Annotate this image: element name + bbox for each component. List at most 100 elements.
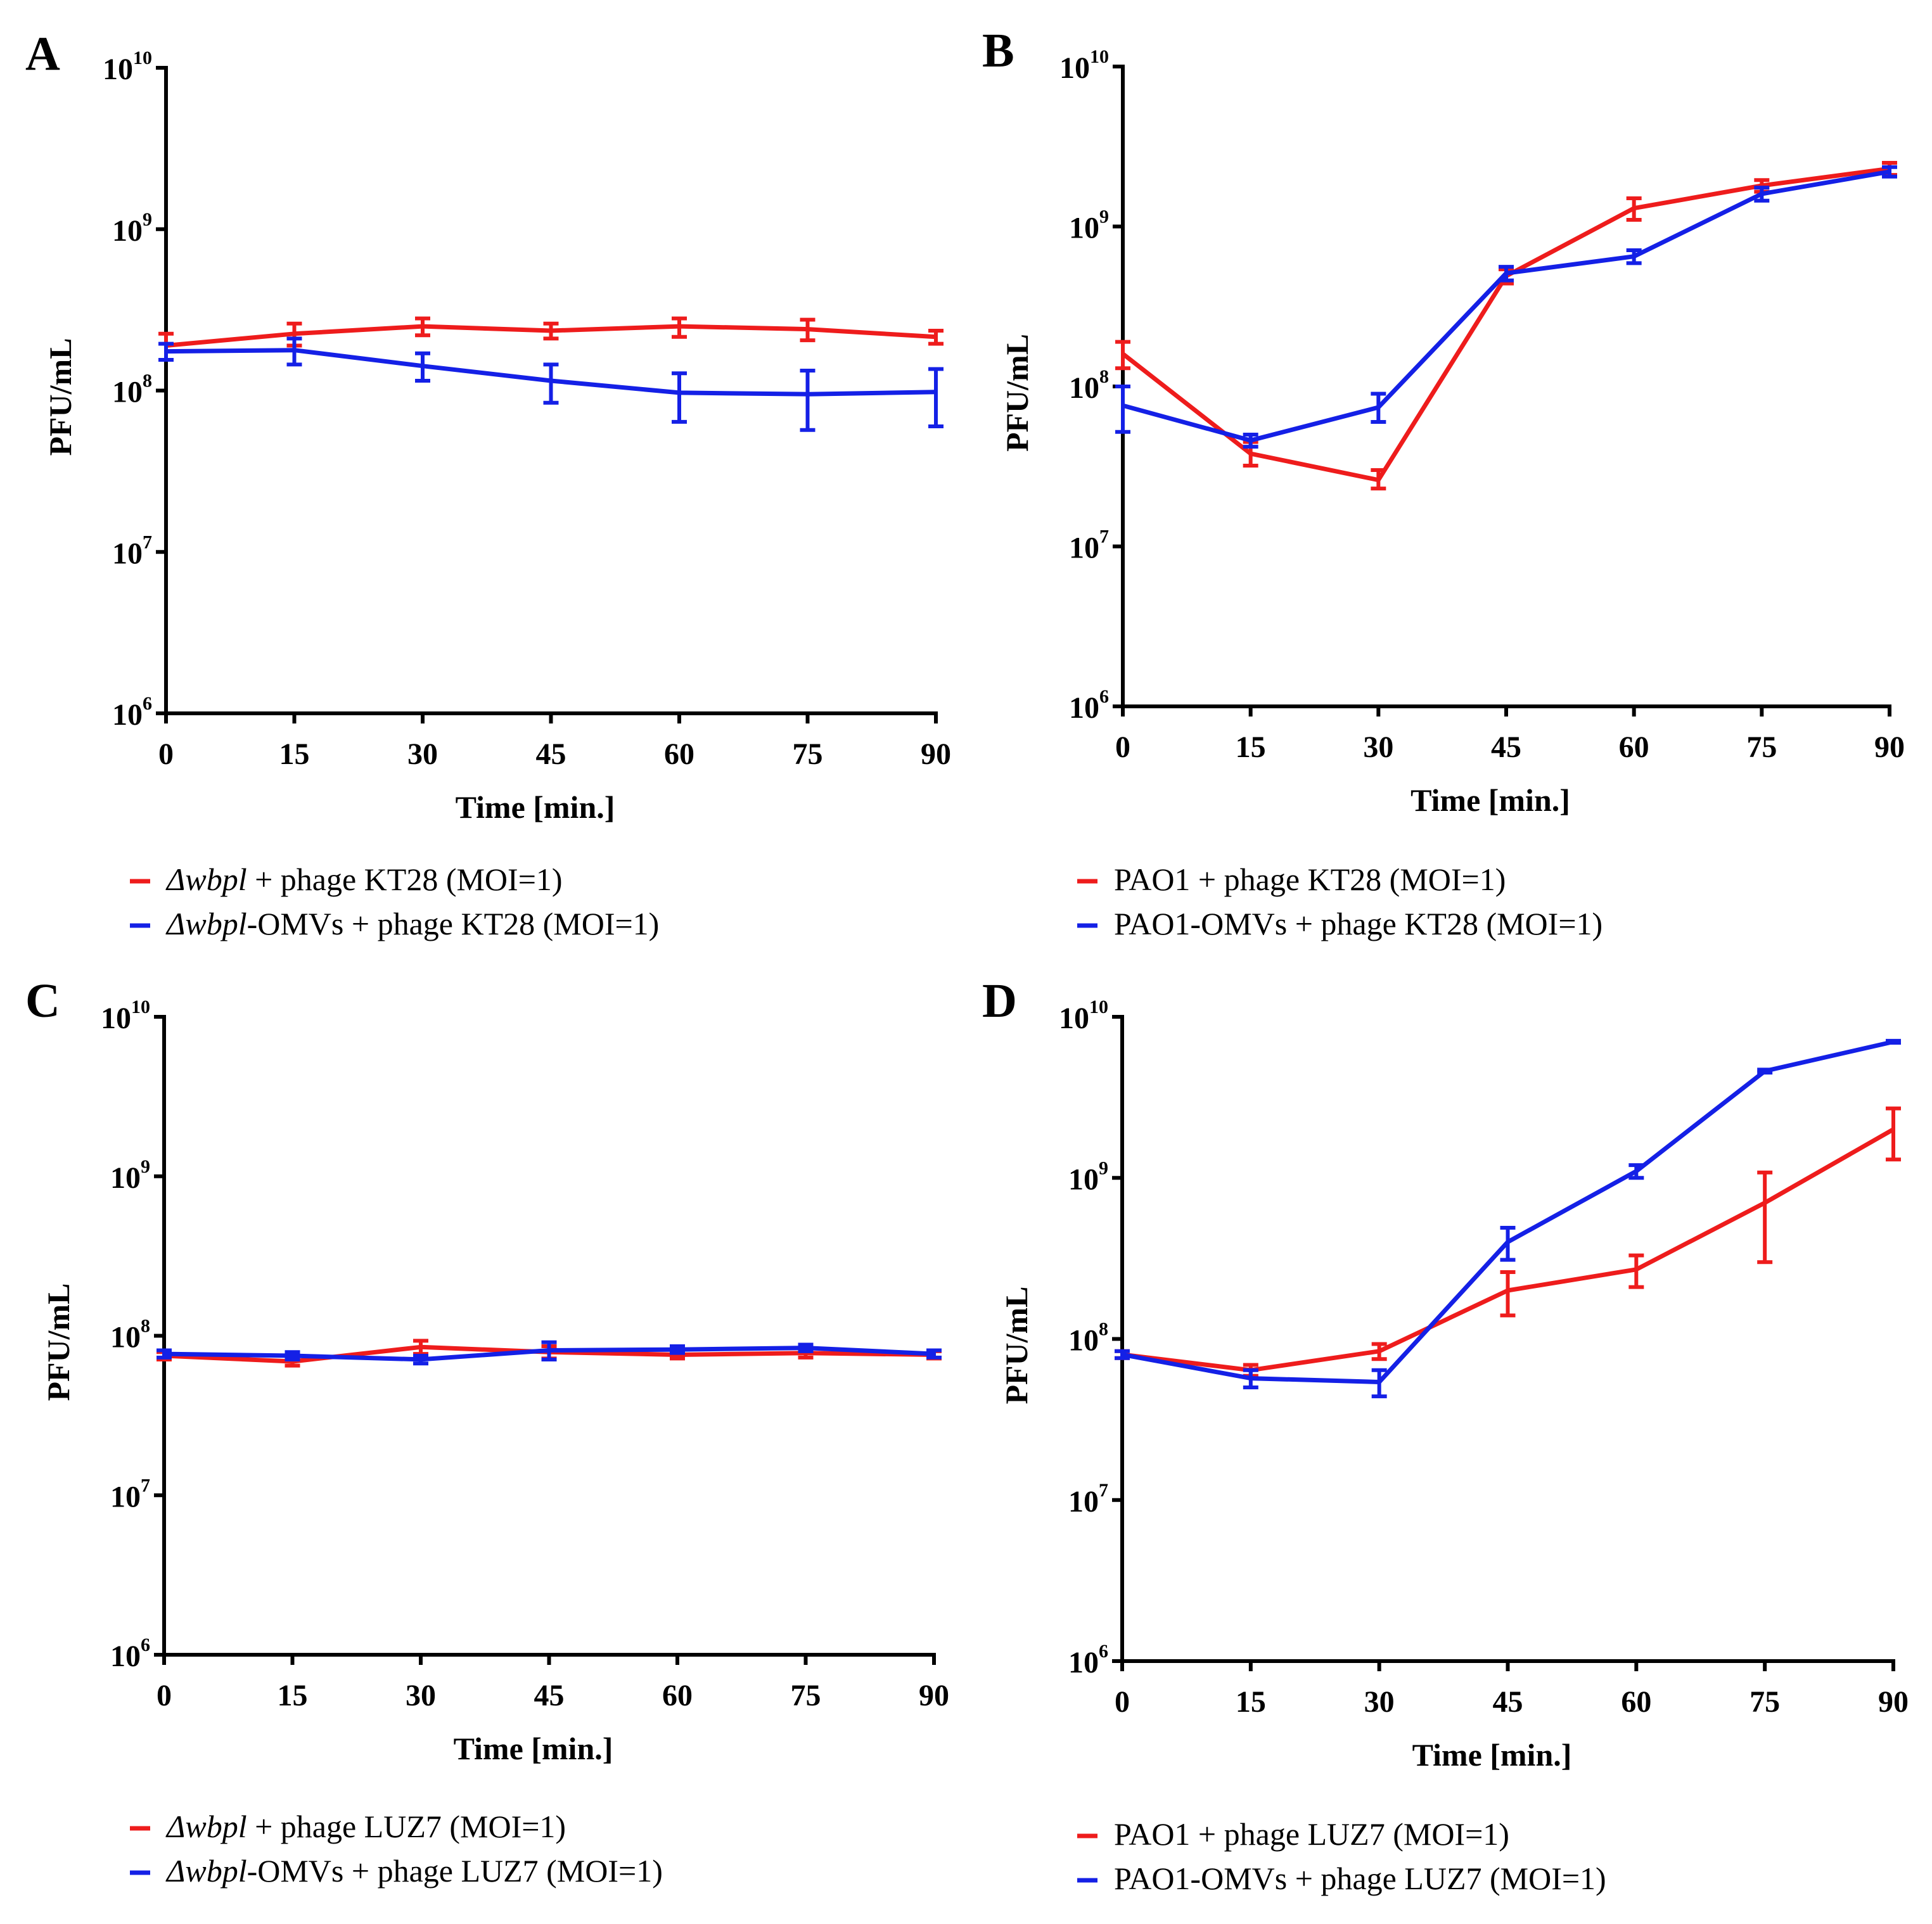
panel-letter: C <box>25 974 60 1028</box>
error-bar <box>670 1344 685 1355</box>
x-tick-label: 90 <box>919 1679 949 1712</box>
data-point <box>934 334 938 339</box>
y-tick-base: 10 <box>110 1480 141 1513</box>
data-point <box>1632 206 1636 210</box>
y-tick-base: 10 <box>103 53 133 86</box>
x-tick-label: 60 <box>1621 1685 1651 1719</box>
series-red <box>1115 161 1897 491</box>
data-point <box>1377 1380 1381 1384</box>
data-point <box>1632 254 1636 258</box>
y-tick-label: 109 <box>1068 1157 1108 1196</box>
y-tick-label: 106 <box>110 1634 150 1673</box>
x-axis-title: Time [min.] <box>1411 782 1570 818</box>
error-bar <box>1371 392 1386 424</box>
y-axis-title: PFU/mL <box>999 334 1035 452</box>
x-tick-label: 75 <box>1746 730 1777 764</box>
data-point <box>1121 404 1125 408</box>
legend-text: PAO1 + phage KT28 (MOI=1) <box>1114 862 1506 897</box>
error-bar <box>800 368 816 432</box>
y-tick-exponent: 9 <box>141 1156 150 1177</box>
y-tick-label: 107 <box>110 1475 150 1513</box>
data-point <box>1248 438 1253 443</box>
y-axis-title: PFU/mL <box>42 338 78 456</box>
y-tick-exponent: 7 <box>141 1475 150 1496</box>
y-tick-label: 108 <box>1068 1319 1108 1358</box>
x-tick-label: 30 <box>1364 1685 1395 1719</box>
error-bar <box>1886 1038 1901 1045</box>
y-tick-base: 10 <box>1059 51 1090 85</box>
error-bar <box>1628 1253 1644 1289</box>
legend-entry: PAO1 + phage KT28 (MOI=1) <box>1077 862 1506 897</box>
data-point <box>1891 1040 1895 1044</box>
x-tick-label: 90 <box>1878 1685 1909 1719</box>
error-bar <box>928 328 944 346</box>
data-point <box>1634 1267 1639 1271</box>
data-point <box>1248 452 1253 456</box>
error-bar <box>413 1353 428 1366</box>
error-bar <box>543 362 559 405</box>
legend-text: PAO1 + phage LUZ7 (MOI=1) <box>1114 1816 1509 1852</box>
y-tick-exponent: 8 <box>141 1316 150 1337</box>
data-point <box>421 364 425 368</box>
data-point <box>290 1353 295 1358</box>
y-tick-base: 10 <box>112 214 143 248</box>
x-tick-label: 75 <box>793 737 823 771</box>
data-point <box>421 324 425 329</box>
error-bar <box>158 341 174 362</box>
error-bar <box>1499 265 1514 283</box>
error-bar <box>1882 165 1897 179</box>
y-tick-exponent: 6 <box>141 1634 150 1655</box>
data-point <box>1377 1349 1381 1353</box>
y-tick-label: 106 <box>1068 1641 1108 1679</box>
data-point <box>1634 1169 1639 1173</box>
legend-entry: Δwbpl-OMVs + phage LUZ7 (MOI=1) <box>130 1853 663 1889</box>
legend-text: PAO1-OMVs + phage KT28 (MOI=1) <box>1114 906 1603 941</box>
y-tick-base: 10 <box>101 1002 131 1035</box>
data-point <box>934 390 938 394</box>
data-point <box>1376 405 1381 410</box>
y-tick-base: 10 <box>1069 532 1099 565</box>
error-bar <box>1371 1368 1387 1399</box>
y-tick-base: 10 <box>110 1161 141 1195</box>
series-line <box>1122 169 1890 443</box>
error-bar <box>926 1348 942 1360</box>
y-tick-exponent: 9 <box>1099 207 1109 227</box>
y-tick-exponent: 7 <box>1099 1480 1108 1501</box>
error-bar <box>157 1348 172 1360</box>
x-tick-label: 30 <box>406 1679 436 1712</box>
error-bar <box>1243 1368 1258 1390</box>
y-tick-label: 1010 <box>103 48 152 86</box>
y-tick-label: 108 <box>110 1316 150 1354</box>
data-point <box>1891 1127 1895 1131</box>
y-tick-exponent: 9 <box>143 209 152 230</box>
legend-text: + phage KT28 (MOI=1) <box>247 862 563 897</box>
legend-entry: PAO1-OMVs + phage LUZ7 (MOI=1) <box>1077 1861 1606 1896</box>
error-bar <box>415 316 430 338</box>
data-point <box>164 349 168 354</box>
legend-label: PAO1-OMVs + phage LUZ7 (MOI=1) <box>1114 1861 1606 1896</box>
x-tick-label: 45 <box>534 1679 565 1712</box>
data-point <box>1506 1240 1510 1244</box>
error-bar <box>1757 1170 1773 1265</box>
legend-text: -OMVs + phage LUZ7 (MOI=1) <box>247 1853 663 1889</box>
panel-letter: A <box>25 27 60 80</box>
legend-entry: Δwbpl + phage KT28 (MOI=1) <box>130 862 563 897</box>
series-blue <box>1115 165 1897 449</box>
error-bar <box>541 1340 557 1361</box>
y-tick-label: 109 <box>110 1156 150 1195</box>
data-point <box>1763 1201 1767 1205</box>
legend-strain-italic: Δwbpl <box>165 1853 247 1889</box>
x-tick-label: 60 <box>662 1679 693 1712</box>
x-tick-label: 90 <box>1874 730 1905 764</box>
data-point <box>292 348 297 352</box>
x-tick-label: 90 <box>921 737 951 771</box>
legend-entry: PAO1-OMVs + phage KT28 (MOI=1) <box>1077 906 1603 941</box>
error-bar <box>1371 468 1386 491</box>
error-bar <box>1500 1270 1516 1318</box>
y-tick-label: 109 <box>112 209 152 248</box>
error-bar <box>1626 196 1642 222</box>
y-tick-label: 1010 <box>1059 997 1108 1035</box>
y-tick-base: 10 <box>1069 212 1099 245</box>
